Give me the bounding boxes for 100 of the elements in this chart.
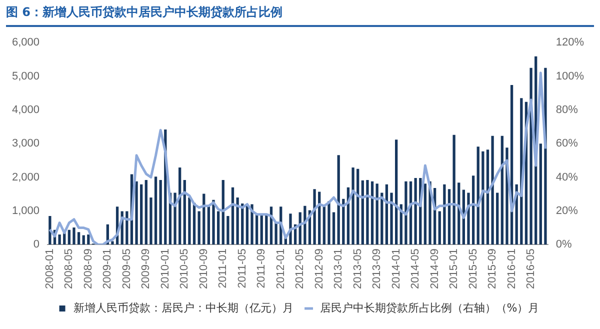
x-tick-label: 2014-01 [390, 248, 402, 290]
bar [496, 192, 499, 245]
bar [77, 232, 80, 245]
x-tick-label: 2013-05 [352, 248, 364, 290]
x-tick-label: 2009-09 [140, 248, 152, 290]
bar [212, 200, 215, 245]
bar [48, 216, 52, 245]
x-tick-label: 2014-09 [428, 248, 441, 290]
bar [82, 235, 85, 245]
x-tick-label: 2013-01 [332, 248, 345, 290]
legend-label: 新增人民币贷款：居民户：中长期（亿元）月 [73, 301, 294, 314]
y2-tick-label: 80% [556, 104, 578, 116]
bar [352, 168, 354, 245]
bar [260, 215, 263, 245]
bar [452, 134, 456, 245]
bar [159, 180, 162, 245]
bar [337, 155, 340, 245]
x-tick-label: 2015-01 [448, 248, 460, 290]
bar [144, 180, 148, 245]
bar [322, 206, 326, 245]
x-tick-label: 2010-05 [178, 248, 191, 290]
bar [154, 176, 158, 245]
bar [207, 206, 210, 245]
bar [390, 192, 393, 245]
x-tick-label: 2010-01 [159, 248, 172, 290]
bar [438, 211, 441, 245]
bar [150, 197, 152, 245]
bar [68, 230, 70, 245]
bar [395, 140, 398, 245]
y2-tick-label: 20% [556, 204, 578, 217]
x-tick-label: 2009-05 [120, 248, 133, 290]
bar [366, 180, 369, 245]
bar [414, 178, 417, 245]
x-tick-label: 2008-01 [44, 248, 56, 290]
bar [140, 184, 143, 245]
bar [216, 211, 220, 245]
y-tick-label: 4,000 [12, 104, 40, 116]
bar [443, 184, 446, 245]
bar [491, 136, 494, 245]
bar [58, 234, 61, 245]
y-tick-label: 6,000 [12, 36, 40, 49]
bar [246, 206, 249, 245]
y-tick-label: 3,000 [12, 138, 40, 150]
bar [198, 211, 200, 245]
bar [236, 197, 239, 245]
x-tick-label: 2012-01 [274, 248, 287, 290]
bar [188, 197, 191, 245]
y2-tick-label: 60% [556, 138, 578, 150]
bar [539, 144, 542, 245]
bar [500, 136, 504, 245]
bar [424, 184, 427, 245]
bar [328, 201, 330, 245]
x-tick-label: 2013-09 [371, 248, 384, 290]
x-tick-label: 2011-09 [256, 248, 268, 288]
bar [370, 181, 374, 245]
bar [135, 181, 138, 245]
y2-tick-label: 0% [556, 238, 572, 251]
bar [265, 215, 268, 245]
bar [376, 184, 378, 245]
x-tick-label: 2012-09 [313, 248, 326, 290]
bar [361, 180, 364, 245]
x-tick-label: 2009-01 [102, 248, 114, 290]
y-tick-label: 2,000 [12, 171, 40, 184]
bar [313, 189, 316, 245]
bar [448, 189, 451, 245]
bar [111, 241, 114, 245]
x-tick-label: 2008-05 [63, 248, 76, 290]
bar [87, 234, 90, 245]
y2-tick-label: 120% [556, 36, 584, 49]
bar [486, 150, 490, 245]
legend-label: 居民户中长期贷款所占比例（右轴）（%）月 [320, 301, 540, 314]
bar [250, 204, 254, 245]
x-tick-label: 2012-05 [294, 248, 306, 290]
x-tick-label: 2014-05 [410, 248, 422, 290]
bar [274, 222, 278, 245]
x-tick-label: 2015-09 [486, 248, 499, 290]
bar [467, 192, 470, 245]
y2-tick-label: 100% [556, 70, 584, 82]
y-tick-label: 0 [33, 238, 40, 251]
bar [255, 215, 258, 245]
x-tick-label: 2015-05 [467, 248, 480, 290]
x-tick-label: 2016-01 [506, 248, 518, 290]
bar [356, 168, 360, 245]
y2-tick-label: 40% [556, 171, 578, 184]
bar [544, 68, 547, 245]
bar [183, 180, 186, 245]
bar [472, 176, 475, 245]
y-tick-label: 1,000 [12, 204, 40, 217]
y-tick-label: 5,000 [12, 70, 40, 82]
bar [174, 192, 176, 245]
x-tick-label: 2011-05 [236, 248, 248, 288]
bar [222, 180, 224, 245]
x-tick-label: 2011-01 [217, 248, 230, 288]
chart-title: 图 6：新增人民币贷款中居民户中长期贷款所占比例 [6, 4, 594, 27]
x-tick-label: 2016-05 [525, 248, 538, 290]
bar [404, 181, 408, 245]
x-tick-label: 2010-09 [198, 248, 210, 290]
bar [72, 227, 76, 245]
bar [332, 212, 336, 245]
bar [226, 216, 230, 245]
